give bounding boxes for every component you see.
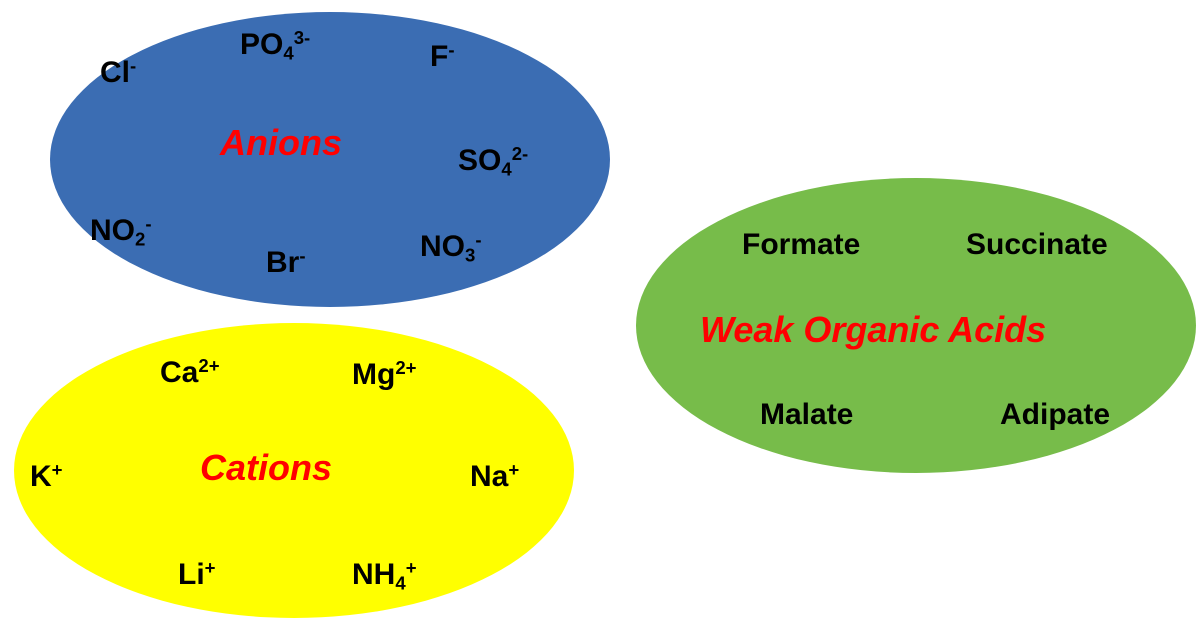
cation-item-2: K+: [30, 462, 63, 492]
diagram-stage: Anions Cations Weak Organic Acids Cl- PO4…: [0, 0, 1204, 626]
anion-item-1: PO43-: [240, 30, 310, 60]
cation-item-3: Na+: [470, 462, 519, 492]
anion-item-0: Cl-: [100, 58, 136, 88]
woa-item-1: Succinate: [966, 230, 1108, 260]
cations-title: Cations: [200, 450, 332, 486]
cation-item-4: Li+: [178, 560, 216, 590]
woa-item-3: Adipate: [1000, 400, 1110, 430]
anion-item-4: NO2-: [90, 216, 152, 246]
woa-item-0: Formate: [742, 230, 860, 260]
cation-item-1: Mg2+: [352, 360, 417, 390]
cation-item-5: NH4+: [352, 560, 417, 590]
cation-item-0: Ca2+: [160, 358, 220, 388]
anion-item-2: F-: [430, 42, 455, 72]
woa-item-2: Malate: [760, 400, 853, 430]
woa-title: Weak Organic Acids: [700, 312, 1046, 348]
anion-item-3: SO42-: [458, 146, 528, 176]
anion-item-6: NO3-: [420, 232, 482, 262]
anions-title: Anions: [220, 125, 342, 161]
anion-item-5: Br-: [266, 248, 306, 278]
